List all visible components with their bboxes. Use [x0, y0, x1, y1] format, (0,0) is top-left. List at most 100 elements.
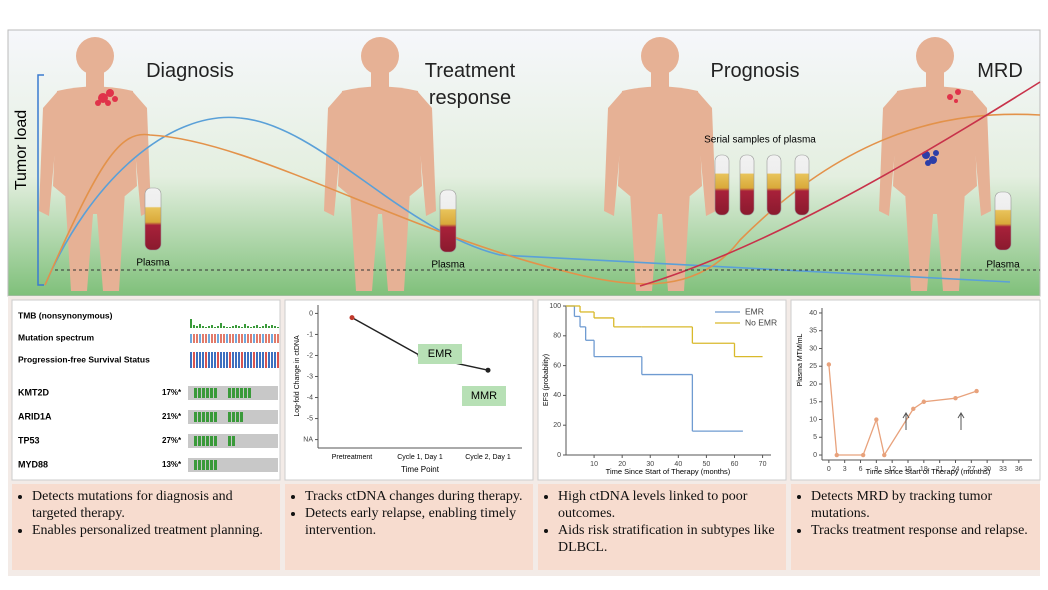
arrow	[902, 412, 910, 430]
spectrum-bar	[217, 334, 219, 343]
mutation	[228, 436, 231, 446]
tumor	[947, 89, 961, 103]
axis-label: Tumor load	[13, 110, 30, 190]
pfs-bar	[202, 352, 204, 368]
x-tick-label: 0	[827, 466, 831, 473]
gene-freq: 13%*	[162, 460, 182, 469]
tmb-bar	[190, 319, 192, 328]
x-axis-label: Time Since Start of Therapy (months)	[606, 467, 731, 476]
x-tick-label: 50	[703, 461, 711, 468]
pfs-bar	[247, 352, 249, 368]
y-tick-label: 10	[809, 416, 817, 423]
pfs-bar	[244, 352, 246, 368]
mutation	[202, 412, 205, 422]
mutation	[198, 436, 201, 446]
mutation	[210, 460, 213, 470]
y-tick-label: 20	[553, 422, 561, 429]
y-tick-label: 60	[553, 362, 561, 369]
point	[349, 315, 355, 321]
y-axis-label: Plasma MTM/mL	[797, 333, 804, 386]
tube-label: Plasma	[986, 260, 1020, 271]
tubes	[144, 154, 1012, 253]
mutation	[202, 388, 205, 398]
mutation	[232, 412, 235, 422]
y-tick-label: 0	[557, 452, 561, 459]
note-item: Aids risk stratification in subtypes lik…	[558, 522, 780, 556]
pfs-bar	[274, 352, 276, 368]
note-list: Tracks ctDNA changes during therapy.Dete…	[289, 488, 527, 539]
y-tick-label: 30	[809, 345, 817, 352]
x-tick-label: Cycle 1, Day 1	[397, 454, 443, 461]
stage-title: Diagnosis	[146, 60, 234, 82]
x-tick-label: 60	[731, 461, 739, 468]
pfs-bar	[211, 352, 213, 368]
mutation	[206, 388, 209, 398]
point	[921, 399, 927, 404]
note-item: Detects mutations for diagnosis and targ…	[32, 488, 274, 522]
stage-title: MRD	[977, 60, 1023, 82]
y-tick-label: 25	[809, 363, 817, 370]
note-item: Enables personalized treatment planning.	[32, 522, 274, 539]
mutation	[202, 460, 205, 470]
pfs-bar	[235, 352, 237, 368]
x-tick-label: 27	[967, 466, 975, 473]
annotation: MMR	[471, 390, 497, 402]
pfs-bar	[229, 352, 231, 368]
pfs-bar	[208, 352, 210, 368]
y-tick-label: 40	[553, 392, 561, 399]
tmb-bar	[244, 324, 246, 328]
pfs-bar	[214, 352, 216, 368]
stage-title: Prognosis	[710, 60, 800, 82]
note-box: Detects mutations for diagnosis and targ…	[12, 484, 280, 570]
spectrum-bar	[247, 334, 249, 343]
tmb-bar	[199, 324, 201, 328]
spectrum-bar	[205, 334, 207, 343]
spectrum-bar	[253, 334, 255, 343]
x-tick-label: 20	[618, 461, 626, 468]
tmb-bar	[202, 326, 204, 328]
pfs-bar	[193, 352, 195, 368]
pfs-bar	[253, 352, 255, 368]
mutation	[248, 388, 251, 398]
mutation	[198, 412, 201, 422]
x-tick-label: Cycle 2, Day 1	[465, 454, 511, 461]
spectrum-bar	[199, 334, 201, 343]
mutation	[210, 436, 213, 446]
spectrum-bar	[268, 334, 270, 343]
tmb-bar	[256, 325, 258, 328]
y-tick-label: 80	[553, 333, 561, 340]
mutation	[240, 388, 243, 398]
legend-label: No EMR	[745, 317, 777, 327]
pfs-bar	[250, 352, 252, 368]
pfs-bar	[256, 352, 258, 368]
tmb-bar	[265, 324, 267, 328]
tmb-bar	[250, 327, 252, 328]
spectrum-bar	[256, 334, 258, 343]
mutation	[194, 388, 197, 398]
mutation	[228, 412, 231, 422]
note-item: Tracks ctDNA changes during therapy.	[305, 488, 527, 505]
tmb-bar	[253, 326, 255, 328]
spectrum-bar	[190, 334, 192, 343]
point	[974, 388, 979, 394]
note-list: High ctDNA levels linked to poor outcome…	[542, 488, 780, 556]
spectrum-bar	[259, 334, 261, 343]
mutation	[214, 388, 217, 398]
tmb-bar	[277, 327, 279, 328]
panels	[11, 299, 1041, 481]
mutation	[232, 436, 235, 446]
gene-track	[188, 458, 278, 472]
tmb-bar	[205, 327, 207, 328]
spectrum-bar	[220, 334, 222, 343]
pfs-bar	[262, 352, 264, 368]
tumor	[95, 89, 118, 106]
spectrum-bar	[262, 334, 264, 343]
tube-label: Plasma	[136, 258, 170, 269]
mutation	[194, 436, 197, 446]
gene-label: KMT2D	[18, 387, 49, 397]
serial-label: Serial samples of plasma	[704, 135, 816, 146]
tmb-bar	[238, 326, 240, 328]
y-tick-label: -5	[307, 415, 313, 422]
tmb-bar	[259, 327, 261, 328]
mutation	[214, 412, 217, 422]
